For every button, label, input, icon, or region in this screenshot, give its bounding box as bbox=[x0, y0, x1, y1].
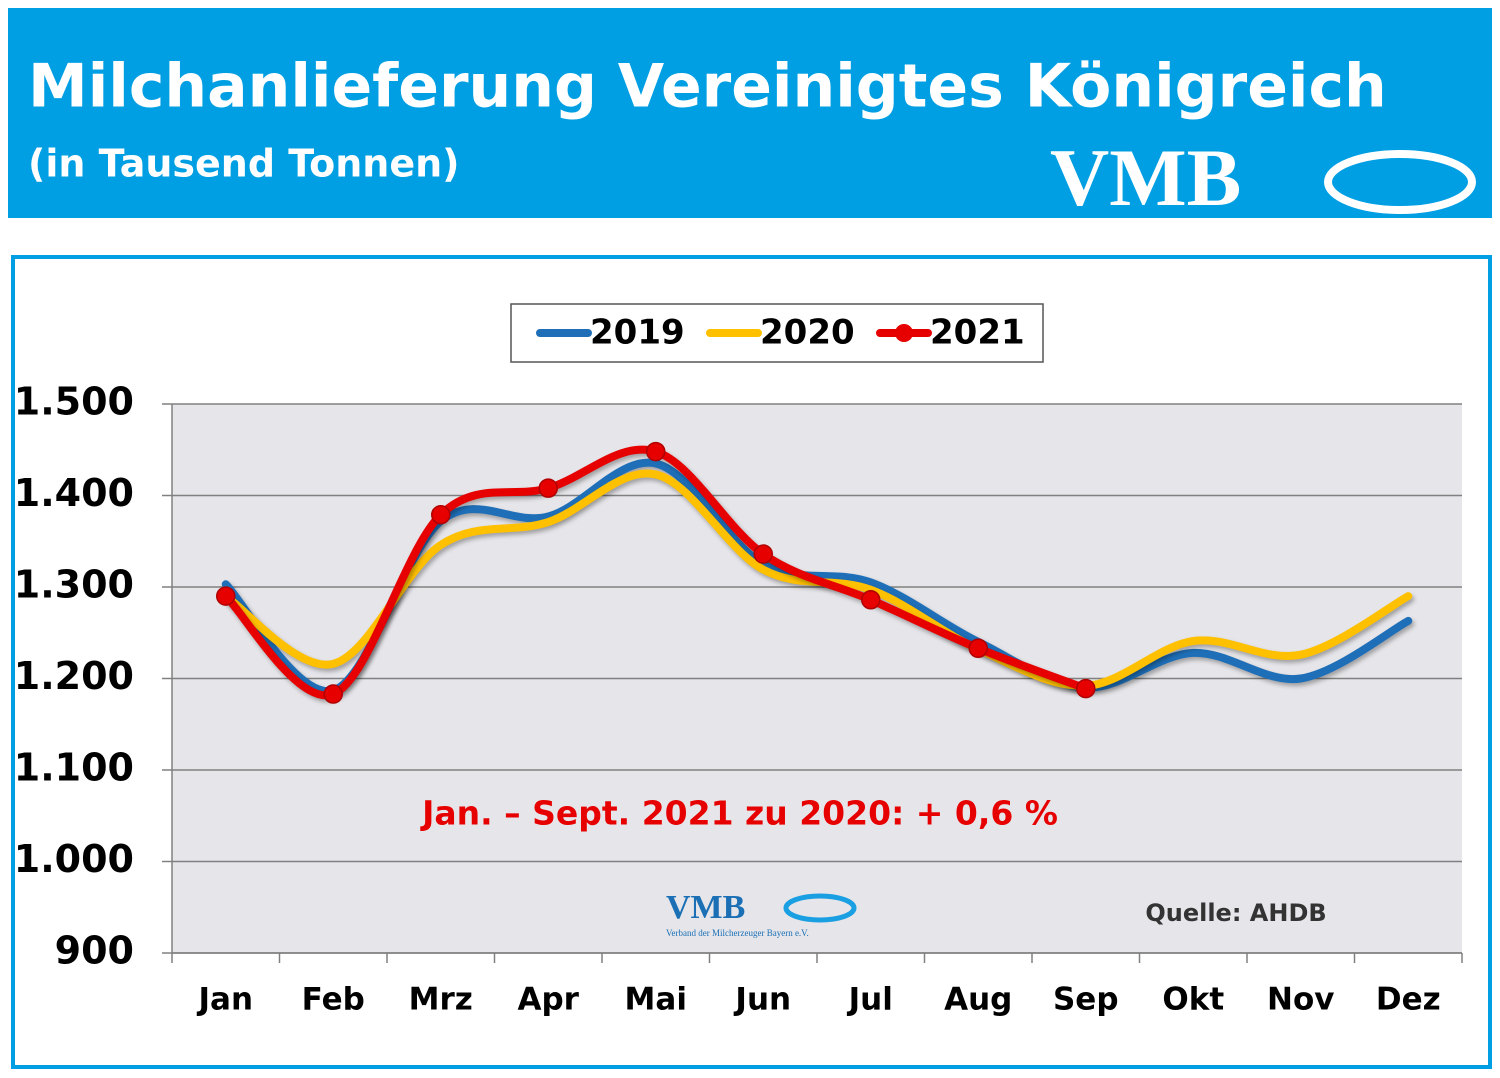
y-tick-label: 1.000 bbox=[14, 837, 134, 881]
x-tick-label: Jan bbox=[196, 982, 253, 1018]
legend-box bbox=[510, 303, 1044, 363]
header-logo: VMB bbox=[1050, 132, 1241, 223]
x-tick-label: Dez bbox=[1376, 982, 1441, 1018]
x-tick-label: Feb bbox=[302, 982, 365, 1018]
x-tick-label: Mai bbox=[625, 982, 687, 1018]
plot-logo: VMB bbox=[666, 889, 745, 926]
series-marker bbox=[753, 544, 773, 564]
chart-subtitle: (in Tausend Tonnen) bbox=[28, 142, 460, 186]
annotation: Jan. – Sept. 2021 zu 2020: + 0,6 % bbox=[420, 794, 1058, 833]
plot-logo-swoosh bbox=[783, 893, 857, 923]
y-tick-label: 1.500 bbox=[14, 380, 134, 424]
y-tick-label: 1.300 bbox=[14, 563, 134, 607]
legend-label: 2021 bbox=[930, 313, 1025, 353]
series-marker bbox=[646, 441, 666, 462]
x-tick-label: Mrz bbox=[409, 982, 473, 1018]
legend-marker bbox=[895, 324, 913, 342]
x-tick-label: Apr bbox=[518, 982, 580, 1018]
y-tick-label: 1.400 bbox=[14, 471, 134, 515]
x-tick-label: Okt bbox=[1162, 982, 1224, 1018]
series-marker bbox=[968, 638, 988, 659]
plot-logo-subtitle: Verband der Milcherzeuger Bayern e.V. bbox=[666, 928, 809, 938]
y-tick-label: 1.100 bbox=[14, 746, 134, 790]
source: Quelle: AHDB bbox=[1145, 899, 1326, 927]
x-tick-label: Jun bbox=[733, 982, 791, 1018]
x-tick-label: Jul bbox=[847, 982, 893, 1018]
series-line bbox=[221, 469, 1413, 690]
chart-title: Milchanlieferung Vereinigtes Königreich bbox=[28, 52, 1387, 122]
series-marker bbox=[861, 590, 881, 610]
series-marker bbox=[323, 684, 343, 704]
series-marker bbox=[431, 504, 451, 525]
header-band bbox=[8, 8, 1492, 218]
series-marker bbox=[216, 586, 236, 606]
x-tick-label: Nov bbox=[1267, 982, 1334, 1018]
y-tick-label: 900 bbox=[55, 929, 134, 973]
logo-swoosh bbox=[1324, 150, 1476, 214]
x-tick-label: Sep bbox=[1053, 982, 1119, 1018]
series-marker bbox=[1076, 678, 1096, 699]
series-marker bbox=[538, 478, 558, 498]
series-line bbox=[221, 445, 1090, 700]
legend-label: 2019 bbox=[590, 313, 685, 353]
y-tick-label: 1.200 bbox=[14, 654, 134, 698]
x-tick-label: Aug bbox=[944, 982, 1012, 1018]
legend-label: 2020 bbox=[760, 313, 855, 353]
